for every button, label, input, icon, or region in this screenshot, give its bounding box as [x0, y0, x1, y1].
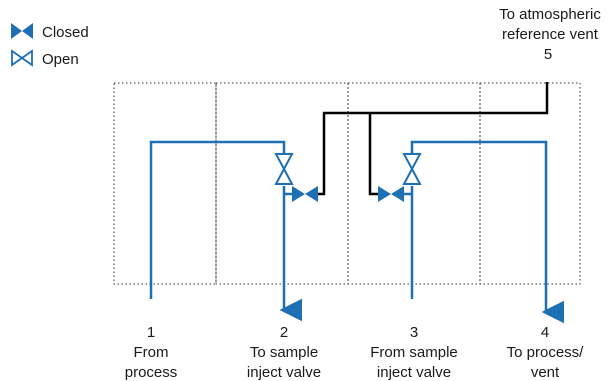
port-1-line2: process — [125, 364, 178, 381]
port-3-number: 3 — [410, 324, 418, 341]
port-3-label: 3 From sample inject valve — [370, 324, 458, 381]
port-2-label: 2 To sample inject valve — [247, 324, 321, 381]
port-1-line1: From — [134, 344, 169, 361]
closed-valve-icon — [11, 23, 33, 39]
vent-line-left — [318, 82, 549, 196]
port-1-number: 1 — [147, 324, 155, 341]
port-4-number: 4 — [541, 324, 549, 341]
section-box-4 — [479, 82, 581, 285]
port-5-label: To atmospheric reference vent 5 — [499, 6, 601, 63]
port-5-line1: To atmospheric — [499, 6, 601, 23]
closed-valve-icon — [292, 186, 318, 202]
port-2-number: 2 — [280, 324, 288, 341]
port-4-line1: To process/ — [507, 344, 585, 361]
vent-line-right — [368, 113, 378, 196]
open-valve-icon — [402, 153, 422, 185]
vent-line — [318, 82, 549, 196]
port-2-line2: inject valve — [247, 364, 321, 381]
port-5-line2: reference vent — [502, 26, 599, 43]
port-5-number: 5 — [544, 46, 552, 63]
legend: Closed Open — [11, 23, 89, 68]
port-1-label: 1 From process — [125, 324, 178, 381]
section-boxes — [113, 82, 581, 285]
line-from-process — [149, 140, 286, 299]
open-valve-icon — [11, 49, 33, 67]
legend-closed-label: Closed — [42, 24, 89, 41]
open-valve-icon — [274, 153, 294, 185]
port-4-label: 4 To process/ vent — [507, 324, 585, 381]
section-box-1 — [113, 82, 217, 285]
port-4-line2: vent — [531, 364, 560, 381]
closed-valve-icon — [378, 186, 404, 202]
port-2-line1: To sample — [250, 344, 318, 361]
legend-open-label: Open — [42, 51, 79, 68]
port-3-line1: From sample — [370, 344, 458, 361]
port-3-line2: inject valve — [377, 364, 451, 381]
line-to-process-vent — [410, 140, 564, 324]
